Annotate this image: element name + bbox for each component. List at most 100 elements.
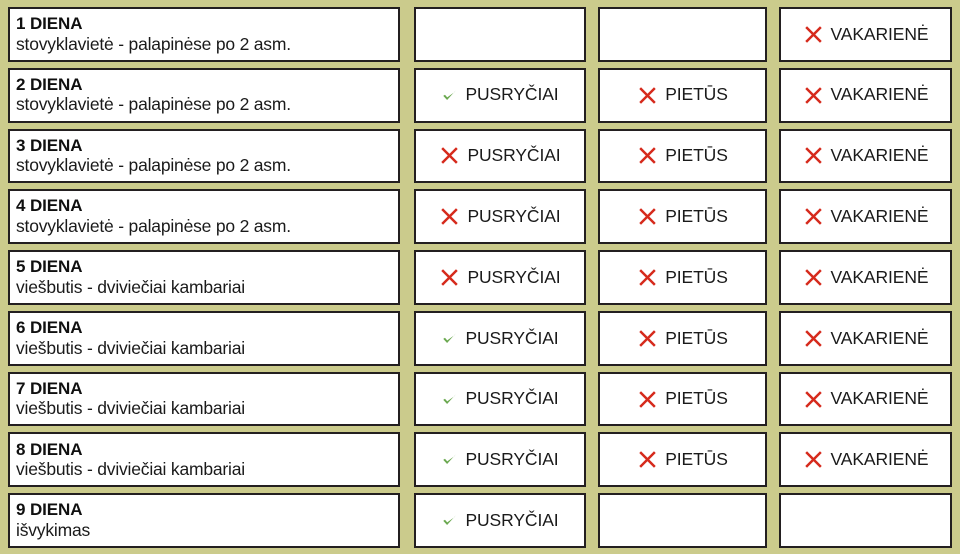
day-title: 9 DIENA	[16, 500, 83, 520]
table-row: 1 DIENA stovyklavietė - palapinėse po 2 a…	[8, 7, 952, 62]
day-title: 7 DIENA	[16, 378, 83, 398]
day-title: 5 DIENA	[16, 257, 83, 277]
lodging-description: viešbutis - dviviečiai kambariai	[16, 276, 245, 297]
check-icon	[441, 451, 458, 468]
meal-label: PUSRYČIAI	[465, 509, 559, 530]
day-cell: 5 DIENA viešbutis - dviviečiai kambariai	[8, 250, 400, 305]
meal-label: PUSRYČIAI	[467, 145, 561, 166]
meal-cell-breakfast: PUSRYČIAI	[414, 493, 586, 549]
cross-icon	[803, 145, 824, 166]
cross-icon	[803, 85, 824, 106]
meal-label: PIETŪS	[665, 205, 728, 226]
table-row: 8 DIENA viešbutis - dviviečiai kambariai P…	[8, 432, 952, 488]
meal-label: VAKARIENĖ	[830, 84, 929, 105]
day-title: 6 DIENA	[16, 318, 83, 338]
day-title: 8 DIENA	[16, 439, 83, 459]
lodging-description: stovyklavietė - palapinėse po 2 asm.	[16, 155, 291, 176]
meal-label: VAKARIENĖ	[830, 145, 929, 166]
lodging-description: stovyklavietė - palapinėse po 2 asm.	[16, 94, 291, 115]
meal-cell-lunch: PIETŪS	[598, 432, 767, 488]
cross-icon	[803, 267, 824, 288]
meal-cell-dinner: VAKARIENĖ	[779, 67, 952, 123]
meal-label: PIETŪS	[665, 145, 728, 166]
meal-cell-dinner	[779, 493, 952, 549]
meal-cell-breakfast: PUSRYČIAI	[414, 371, 586, 427]
cross-icon	[637, 328, 658, 349]
day-cell: 6 DIENA viešbutis - dviviečiai kambariai	[8, 310, 400, 366]
meal-cell-lunch: PIETŪS	[598, 67, 767, 123]
meal-cell-breakfast	[414, 7, 586, 62]
cross-icon	[637, 85, 658, 106]
lodging-description: viešbutis - dviviečiai kambariai	[16, 459, 245, 480]
check-icon	[441, 391, 458, 408]
meal-cell-dinner: VAKARIENĖ	[779, 189, 952, 245]
cross-icon	[803, 206, 824, 227]
cross-icon	[803, 389, 824, 410]
meal-label: PUSRYČIAI	[465, 84, 559, 105]
meal-cell-breakfast: PUSRYČIAI	[414, 189, 586, 245]
day-cell: 3 DIENA stovyklavietė - palapinėse po 2 a…	[8, 128, 400, 184]
meal-cell-lunch: PIETŪS	[598, 371, 767, 427]
meal-label: VAKARIENĖ	[830, 388, 929, 409]
day-title: 3 DIENA	[16, 135, 83, 155]
meal-cell-dinner: VAKARIENĖ	[779, 432, 952, 488]
meal-label: PUSRYČIAI	[467, 266, 561, 287]
lodging-description: išvykimas	[16, 519, 91, 540]
meal-cell-breakfast: PUSRYČIAI	[414, 310, 586, 366]
cross-icon	[637, 267, 658, 288]
meal-cell-dinner: VAKARIENĖ	[779, 7, 952, 62]
meal-label: VAKARIENĖ	[830, 327, 929, 348]
meal-label: PIETŪS	[665, 449, 728, 470]
meal-cell-lunch: PIETŪS	[598, 250, 767, 305]
day-cell: 8 DIENA viešbutis - dviviečiai kambariai	[8, 432, 400, 488]
meal-cell-lunch	[598, 7, 767, 62]
cross-icon	[803, 449, 824, 470]
lodging-description: viešbutis - dviviečiai kambariai	[16, 337, 245, 358]
table-row: 5 DIENA viešbutis - dviviečiai kambariai P…	[8, 250, 952, 305]
cross-icon	[803, 24, 824, 45]
meal-cell-lunch: PIETŪS	[598, 189, 767, 245]
meal-cell-lunch: PIETŪS	[598, 128, 767, 184]
meal-label: VAKARIENĖ	[830, 23, 929, 44]
meal-cell-dinner: VAKARIENĖ	[779, 128, 952, 184]
meal-label: PUSRYČIAI	[465, 388, 559, 409]
lodging-description: stovyklavietė - palapinėse po 2 asm.	[16, 33, 291, 54]
meal-cell-lunch	[598, 493, 767, 549]
day-cell: 7 DIENA viešbutis - dviviečiai kambariai	[8, 371, 400, 427]
meal-cell-lunch: PIETŪS	[598, 310, 767, 366]
table-row: 6 DIENA viešbutis - dviviečiai kambariai P…	[8, 310, 952, 366]
cross-icon	[803, 328, 824, 349]
cross-icon	[439, 267, 460, 288]
meal-cell-breakfast: PUSRYČIAI	[414, 250, 586, 305]
check-icon	[441, 87, 458, 104]
table-row: 3 DIENA stovyklavietė - palapinėse po 2 a…	[8, 128, 952, 184]
cross-icon	[439, 206, 460, 227]
meal-label: PIETŪS	[665, 327, 728, 348]
meal-label: PUSRYČIAI	[467, 205, 561, 226]
table-row: 4 DIENA stovyklavietė - palapinėse po 2 a…	[8, 189, 952, 245]
meal-label: VAKARIENĖ	[830, 266, 929, 287]
cross-icon	[637, 389, 658, 410]
table-row: 7 DIENA viešbutis - dviviečiai kambariai P…	[8, 371, 952, 427]
meal-cell-breakfast: PUSRYČIAI	[414, 432, 586, 488]
table-row: 2 DIENA stovyklavietė - palapinėse po 2 a…	[8, 67, 952, 123]
table-row: 9 DIENA išvykimas PUSRYČIAI	[8, 493, 952, 549]
lodging-description: stovyklavietė - palapinėse po 2 asm.	[16, 216, 291, 236]
check-icon	[441, 512, 458, 529]
cross-icon	[637, 145, 658, 166]
cross-icon	[637, 449, 658, 470]
lodging-description: viešbutis - dviviečiai kambariai	[16, 398, 245, 419]
day-cell: 4 DIENA stovyklavietė - palapinėse po 2 a…	[8, 189, 400, 245]
day-title: 1 DIENA	[16, 14, 83, 34]
day-cell: 9 DIENA išvykimas	[8, 493, 400, 549]
day-cell: 1 DIENA stovyklavietė - palapinėse po 2 a…	[8, 7, 400, 62]
meal-cell-breakfast: PUSRYČIAI	[414, 67, 586, 123]
meal-label: PIETŪS	[665, 84, 728, 105]
day-title: 2 DIENA	[16, 74, 83, 94]
cross-icon	[637, 206, 658, 227]
meal-cell-dinner: VAKARIENĖ	[779, 310, 952, 366]
meal-cell-breakfast: PUSRYČIAI	[414, 128, 586, 184]
check-icon	[441, 330, 458, 347]
meal-cell-dinner: VAKARIENĖ	[779, 371, 952, 427]
